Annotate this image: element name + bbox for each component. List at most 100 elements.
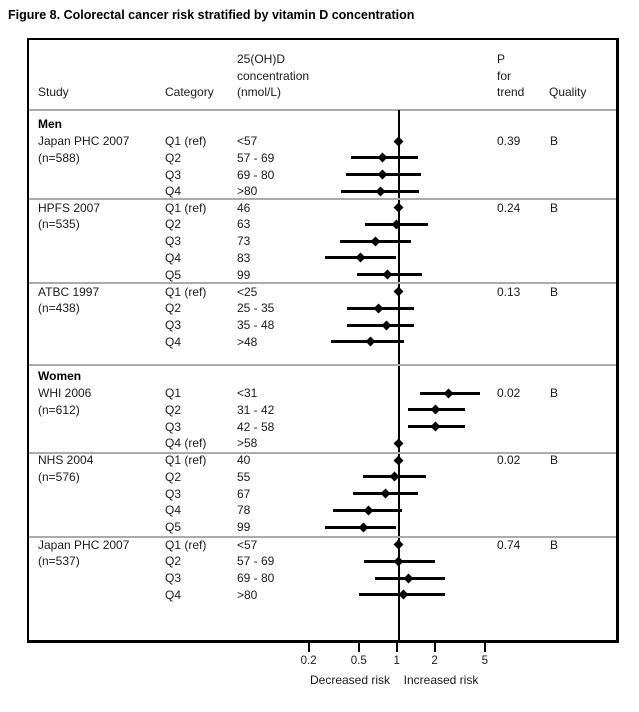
decreased-risk-label: Decreased risk [309,673,391,687]
point-estimate-marker [375,186,386,197]
category-cell: Q4 (ref) [165,436,207,451]
category-cell: Q1 (ref) [165,453,207,467]
point-estimate-marker [382,269,393,280]
axis-tick [357,643,360,652]
quality-value: B [550,537,559,552]
category-cell: Q3 [165,419,182,434]
study-n: (n=537) [38,554,80,569]
increased-risk-label: Increased risk [403,673,479,687]
category-cell: Q4 [165,184,182,199]
point-estimate-marker [430,421,441,432]
p-trend-value: 0.74 [497,537,521,552]
concentration-cell: <57 [237,134,258,148]
concentration-cell: 78 [237,503,251,518]
category-cell: Q2 [165,217,182,232]
concentration-cell: 40 [237,453,251,467]
concentration-cell: 83 [237,250,251,265]
study-n: (n=535) [38,217,80,232]
p-trend-value: 0.13 [497,284,521,299]
point-estimate-marker [403,573,414,584]
column-header-concentration-line2: concentration [237,69,310,83]
forest-plot-box: Study Category 25(OH)D concentration (nm… [27,38,619,643]
column-header-p-line3: trend [497,85,525,99]
axis-tick-label: 0.5 [350,655,367,667]
category-cell: Q2 [165,554,182,569]
concentration-cell: 57 - 69 [237,150,275,165]
concentration-cell: >80 [237,184,258,199]
study-n: (n=612) [38,402,80,417]
point-estimate-marker [393,438,404,449]
quality-value: B [550,134,559,148]
section-separator-line [29,364,616,366]
point-estimate-marker [398,589,409,600]
category-cell: Q1 (ref) [165,284,207,299]
point-estimate-marker [363,505,374,516]
category-cell: Q3 [165,167,182,182]
p-trend-value: 0.39 [497,134,521,148]
figure-title: Figure 8. Colorectal cancer risk stratif… [8,8,415,22]
study-name: Japan PHC 2007 [38,537,130,552]
concentration-cell: 99 [237,520,251,535]
category-cell: Q4 [165,334,182,349]
point-estimate-marker [378,152,388,163]
concentration-cell: 42 - 58 [237,419,275,434]
point-estimate-marker [359,522,369,533]
p-trend-value: 0.02 [497,386,521,400]
concentration-cell: >80 [237,587,258,602]
concentration-cell: 73 [237,234,251,249]
category-cell: Q3 [165,571,182,586]
quality-value: B [550,200,559,215]
category-cell: Q2 [165,469,182,484]
study-n: (n=438) [38,301,80,316]
column-header-p-line2: for [497,69,512,83]
concentration-cell: 25 - 35 [237,301,275,316]
column-header-quality: Quality [549,85,587,99]
concentration-cell: 35 - 48 [237,318,275,333]
point-estimate-marker [393,286,404,297]
point-estimate-marker [380,488,391,499]
point-estimate-marker [371,236,381,247]
p-trend-value: 0.02 [497,453,521,467]
study-name: NHS 2004 [38,453,94,467]
category-cell: Q3 [165,234,182,249]
group-label: Women [38,369,82,383]
point-estimate-marker [365,336,376,347]
section-separator-line [29,536,616,538]
column-header-concentration-line3: (nmol/L) [237,85,282,99]
concentration-cell: 69 - 80 [237,167,275,182]
category-cell: Q2 [165,301,182,316]
study-n: (n=576) [38,469,80,484]
concentration-cell: 57 - 69 [237,554,275,569]
axis-tick-label: 5 [481,655,488,667]
point-estimate-marker [393,136,404,146]
study-name: ATBC 1997 [38,284,100,299]
category-cell: Q4 [165,503,182,518]
category-cell: Q1 (ref) [165,134,207,148]
axis-tick [307,643,310,652]
point-estimate-marker [443,388,454,398]
point-estimate-marker [355,252,366,263]
category-cell: Q5 [165,267,182,282]
concentration-cell: 46 [237,200,251,215]
section-separator-line [29,452,616,454]
category-cell: Q3 [165,318,182,333]
concentration-cell: <57 [237,537,258,552]
study-name: Japan PHC 2007 [38,134,130,148]
section-separator-line [29,198,616,200]
concentration-cell: <25 [237,284,258,299]
column-header-category: Category [165,85,214,99]
point-estimate-marker [373,303,384,314]
confidence-interval-bar [347,323,414,327]
point-estimate-marker [393,455,404,465]
point-estimate-marker [393,556,404,567]
concentration-cell: >48 [237,334,258,349]
reference-line-rr1 [398,110,400,642]
category-cell: Q5 [165,520,182,535]
concentration-cell: <31 [237,386,258,400]
point-estimate-marker [378,169,388,180]
concentration-cell: 99 [237,267,251,282]
category-cell: Q2 [165,150,182,165]
category-cell: Q3 [165,486,182,501]
concentration-cell: 69 - 80 [237,571,275,586]
